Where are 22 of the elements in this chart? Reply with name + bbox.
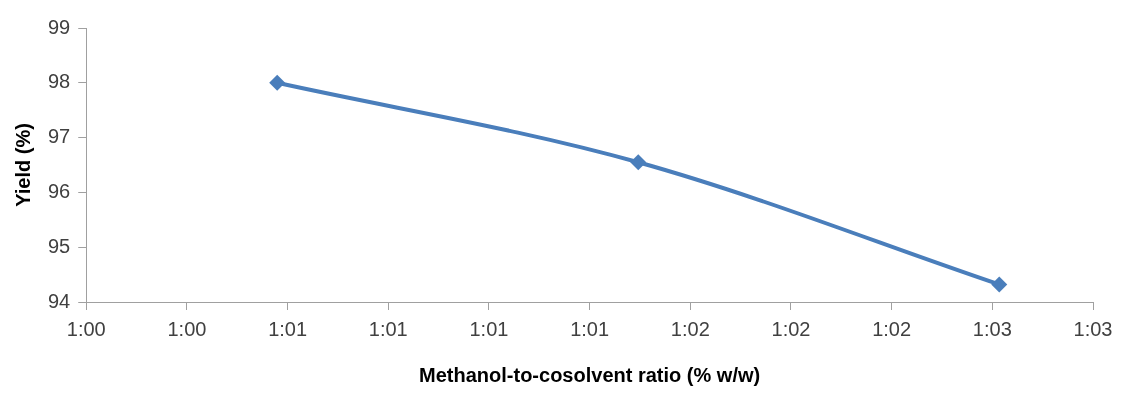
x-tick-label: 1:01 bbox=[570, 317, 610, 340]
y-tick-label: 97 bbox=[48, 125, 71, 148]
x-tick-label: 1:00 bbox=[167, 317, 207, 340]
x-tick-label: 1:03 bbox=[1073, 317, 1113, 340]
x-tick-label: 1:02 bbox=[771, 317, 811, 340]
x-tick-label: 1:00 bbox=[66, 317, 106, 340]
y-tick-label: 94 bbox=[48, 289, 71, 312]
x-tick-label: 1:02 bbox=[872, 317, 912, 340]
y-tick-label: 96 bbox=[48, 179, 71, 202]
y-axis-title: Yield (%) bbox=[11, 123, 34, 207]
y-tick-label: 95 bbox=[48, 234, 71, 257]
point bbox=[630, 154, 647, 171]
y-tick-label: 99 bbox=[48, 15, 71, 38]
x-tick-label: 1:01 bbox=[268, 317, 308, 340]
x-tick-label: 1:01 bbox=[469, 317, 509, 340]
x-axis-title: Methanol-to-cosolvent ratio (% w/w) bbox=[419, 363, 761, 386]
x-tick-label: 1:03 bbox=[972, 317, 1012, 340]
point bbox=[991, 276, 1008, 293]
point bbox=[269, 74, 286, 91]
x-tick-label: 1:02 bbox=[670, 317, 710, 340]
y-tick-label: 98 bbox=[48, 70, 71, 93]
x-tick-label: 1:01 bbox=[368, 317, 408, 340]
